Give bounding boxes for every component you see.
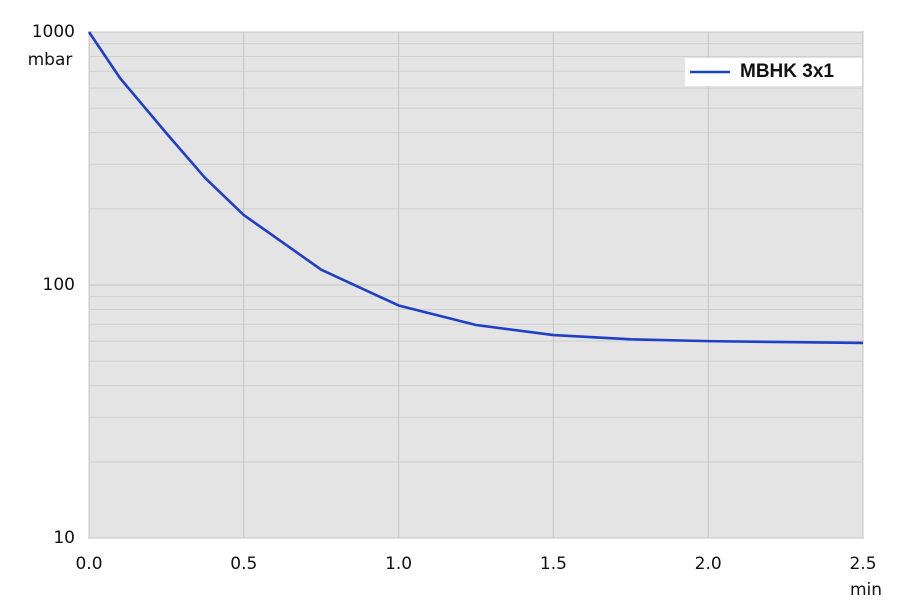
x-tick-label: 2.0 bbox=[695, 554, 722, 574]
x-tick-label: 0.0 bbox=[75, 554, 102, 574]
y-tick-label: 100 bbox=[43, 275, 75, 295]
line-series bbox=[87, 31, 864, 345]
x-tick-label: 1.5 bbox=[540, 554, 567, 574]
legend-label: MBHK 3x1 bbox=[740, 61, 834, 82]
x-axis-label: min bbox=[850, 580, 882, 600]
y-axis-label: mbar bbox=[28, 50, 73, 70]
y-tick-label: 1000 bbox=[32, 22, 75, 42]
x-tick-label: 1.0 bbox=[385, 554, 412, 574]
y-tick-label: 10 bbox=[53, 528, 75, 548]
x-tick-label: 0.5 bbox=[230, 554, 257, 574]
x-tick-label: 2.5 bbox=[849, 554, 876, 574]
